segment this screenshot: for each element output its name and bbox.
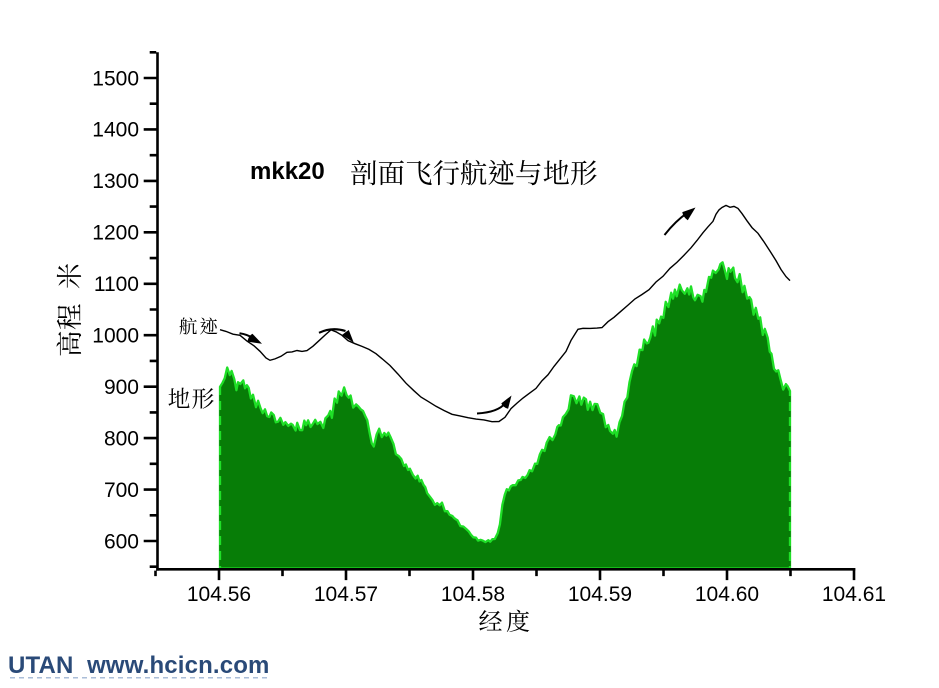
svg-text:104.56: 104.56 — [187, 583, 251, 606]
svg-text:104.60: 104.60 — [695, 583, 759, 606]
svg-text:104.57: 104.57 — [314, 583, 378, 606]
svg-text:1000: 1000 — [92, 325, 139, 348]
svg-text:1300: 1300 — [92, 170, 139, 193]
svg-text:1500: 1500 — [92, 67, 139, 90]
svg-text:104.61: 104.61 — [822, 583, 886, 606]
svg-text:600: 600 — [104, 530, 139, 553]
svg-text:700: 700 — [104, 479, 139, 502]
svg-text:UTAN www.hcicn.com: UTAN www.hcicn.com — [8, 652, 270, 679]
svg-text:104.58: 104.58 — [441, 583, 505, 606]
svg-text:900: 900 — [104, 376, 139, 399]
svg-text:104.59: 104.59 — [568, 583, 632, 606]
svg-text:mkk20: mkk20 — [250, 158, 325, 185]
svg-text:1100: 1100 — [94, 273, 139, 296]
svg-text:800: 800 — [104, 427, 139, 450]
svg-text:1200: 1200 — [92, 222, 139, 245]
svg-text:1400: 1400 — [92, 119, 139, 142]
